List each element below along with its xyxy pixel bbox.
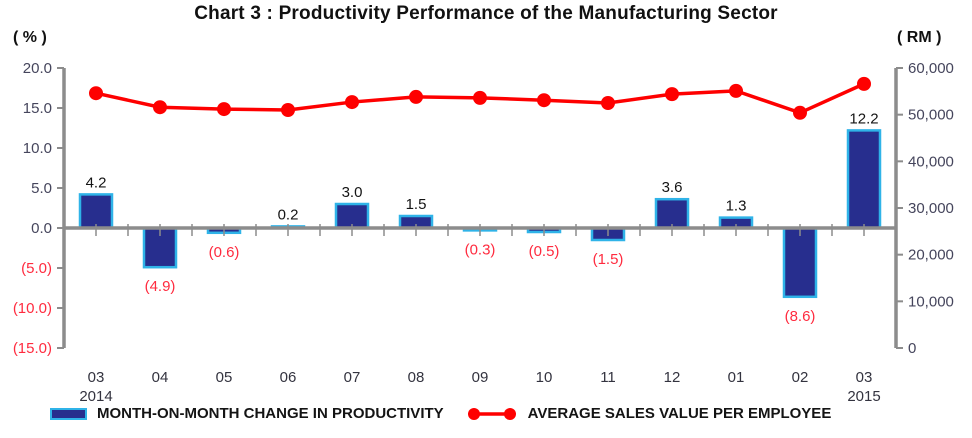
bar xyxy=(846,129,882,230)
bar-value-label: 3.0 xyxy=(342,184,363,201)
right-axis-tick-label: 50,000 xyxy=(908,107,954,124)
bar-value-label: 1.5 xyxy=(406,196,427,213)
year-label: 2015 xyxy=(847,388,880,405)
legend-item-productivity: MONTH-ON-MONTH CHANGE IN PRODUCTIVITY xyxy=(50,405,444,422)
bar-value-label: 4.2 xyxy=(86,174,107,191)
bar xyxy=(782,226,818,299)
line-marker xyxy=(601,96,615,110)
left-axis-tick-label: 5.0 xyxy=(31,180,52,197)
right-axis-tick-label: 60,000 xyxy=(908,60,954,77)
month-label: 04 xyxy=(152,369,169,386)
bar-value-label: 0.2 xyxy=(278,206,299,223)
right-axis-tick-label: 0 xyxy=(908,340,916,357)
line-series-swatch xyxy=(466,407,518,421)
month-label: 06 xyxy=(280,369,297,386)
bar-value-label: 1.3 xyxy=(726,198,747,215)
legend-label-sales: AVERAGE SALES VALUE PER EMPLOYEE xyxy=(527,405,832,422)
legend-label-productivity: MONTH-ON-MONTH CHANGE IN PRODUCTIVITY xyxy=(97,405,444,422)
line-marker xyxy=(153,100,167,115)
chart-title: Chart 3 : Productivity Performance of th… xyxy=(194,3,778,24)
month-label: 01 xyxy=(728,369,745,386)
left-axis-tick-label: 0.0 xyxy=(31,220,52,237)
bar-value-label: (8.6) xyxy=(785,308,816,325)
legend-item-sales: AVERAGE SALES VALUE PER EMPLOYEE xyxy=(466,405,832,422)
line-swatch-svg xyxy=(467,407,516,420)
right-axis-tick-label: 30,000 xyxy=(908,200,954,217)
line-marker xyxy=(729,83,743,98)
legend: MONTH-ON-MONTH CHANGE IN PRODUCTIVITY AV… xyxy=(50,405,831,422)
line-marker xyxy=(89,86,103,101)
bar-value-label: (0.3) xyxy=(465,241,496,258)
line-marker xyxy=(345,95,359,110)
right-axis-tick-label: 40,000 xyxy=(908,153,954,170)
bar-value-label: (0.6) xyxy=(209,244,240,261)
bar-value-label: (4.9) xyxy=(145,278,176,295)
line-marker xyxy=(857,76,871,91)
month-label: 05 xyxy=(216,369,233,386)
right-axis-tick-label: 20,000 xyxy=(908,247,954,264)
month-label: 02 xyxy=(792,369,809,386)
bar-series-swatch xyxy=(50,407,87,420)
bar xyxy=(78,193,114,230)
month-label: 03 xyxy=(856,369,873,386)
month-label: 03 xyxy=(88,369,105,386)
left-axis-tick-label: 20.0 xyxy=(23,60,52,77)
bar-value-label: 3.6 xyxy=(662,179,683,196)
right-axis-unit-label: ( RM ) xyxy=(897,29,942,46)
left-axis-tick-label: (5.0) xyxy=(21,260,52,277)
line-marker xyxy=(217,102,231,117)
left-axis-tick-label: (15.0) xyxy=(13,340,52,357)
line-marker xyxy=(665,87,679,102)
bar xyxy=(654,197,690,230)
line-marker xyxy=(537,93,551,108)
left-axis-tick-label: (10.0) xyxy=(13,300,52,317)
bar-value-label: (1.5) xyxy=(593,251,624,268)
line-marker xyxy=(281,103,295,117)
bar-value-label: 12.2 xyxy=(849,110,878,127)
right-axis-tick-label: 10,000 xyxy=(908,293,954,310)
line-marker xyxy=(793,105,807,120)
month-label: 07 xyxy=(344,369,361,386)
month-label: 08 xyxy=(408,369,425,386)
line-marker xyxy=(409,89,423,104)
line-marker xyxy=(473,90,487,105)
left-axis-unit-label: ( % ) xyxy=(13,29,47,46)
month-label: 10 xyxy=(536,369,553,386)
month-label: 11 xyxy=(600,369,616,386)
month-label: 09 xyxy=(472,369,489,386)
left-axis-tick-label: 10.0 xyxy=(23,140,52,157)
bar-value-label: (0.5) xyxy=(529,243,560,260)
left-axis-tick-label: 15.0 xyxy=(23,100,52,117)
month-label: 12 xyxy=(664,369,681,386)
year-label: 2014 xyxy=(79,388,112,405)
